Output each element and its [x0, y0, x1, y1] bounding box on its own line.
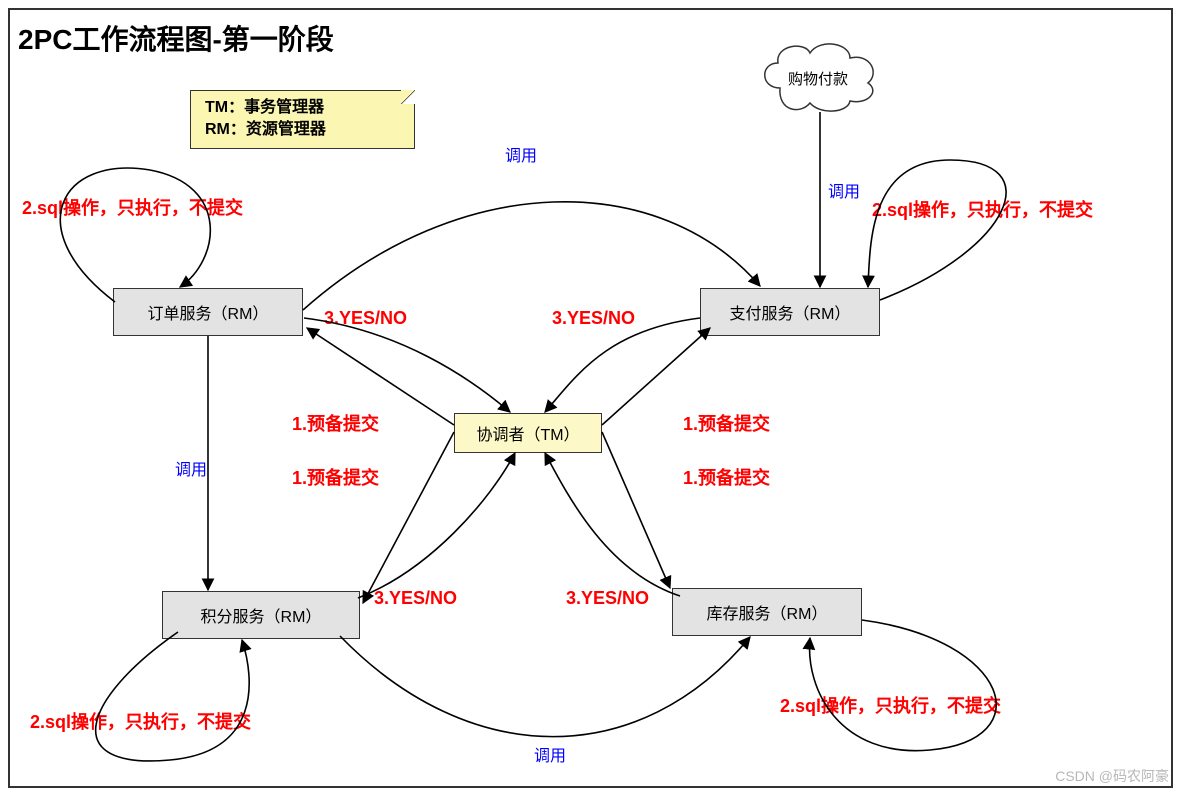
edge-label-yesno: 3.YES/NO [374, 588, 457, 609]
edge-label-prepare: 1.预备提交 [683, 410, 770, 436]
legend-line1: TM：事务管理器 [205, 97, 400, 119]
node-pay-service: 支付服务（RM） [700, 288, 880, 336]
edge-label-yesno: 3.YES/NO [566, 588, 649, 609]
edge-label-call: 调用 [175, 456, 207, 480]
legend-line2: RM：资源管理器 [205, 119, 400, 141]
diagram-canvas: 2PC工作流程图-第一阶段 TM：事务管理器 RM：资源管理器 购物付款 订单服… [0, 0, 1181, 796]
diagram-border [8, 8, 1173, 788]
edge-label-yesno: 3.YES/NO [324, 308, 407, 329]
edge-label-call: 调用 [828, 178, 860, 202]
edge-label-prepare: 1.预备提交 [292, 464, 379, 490]
node-coordinator: 协调者（TM） [454, 413, 602, 453]
cloud-label: 购物付款 [788, 68, 848, 89]
edge-label-call: 调用 [534, 742, 566, 766]
edge-label-sql: 2.sql操作，只执行，不提交 [872, 196, 1093, 222]
edge-label-sql: 2.sql操作，只执行，不提交 [780, 692, 1001, 718]
edge-label-prepare: 1.预备提交 [292, 410, 379, 436]
edge-label-sql: 2.sql操作，只执行，不提交 [30, 708, 251, 734]
legend-note: TM：事务管理器 RM：资源管理器 [190, 90, 415, 149]
edge-label-yesno: 3.YES/NO [552, 308, 635, 329]
edge-label-call: 调用 [505, 142, 537, 166]
edge-label-sql: 2.sql操作，只执行，不提交 [22, 194, 243, 220]
edge-label-prepare: 1.预备提交 [683, 464, 770, 490]
node-points-service: 积分服务（RM） [162, 591, 360, 639]
diagram-title: 2PC工作流程图-第一阶段 [18, 18, 334, 58]
node-order-service: 订单服务（RM） [113, 288, 303, 336]
watermark: CSDN @码农阿豪 [1055, 766, 1169, 786]
node-stock-service: 库存服务（RM） [672, 588, 862, 636]
